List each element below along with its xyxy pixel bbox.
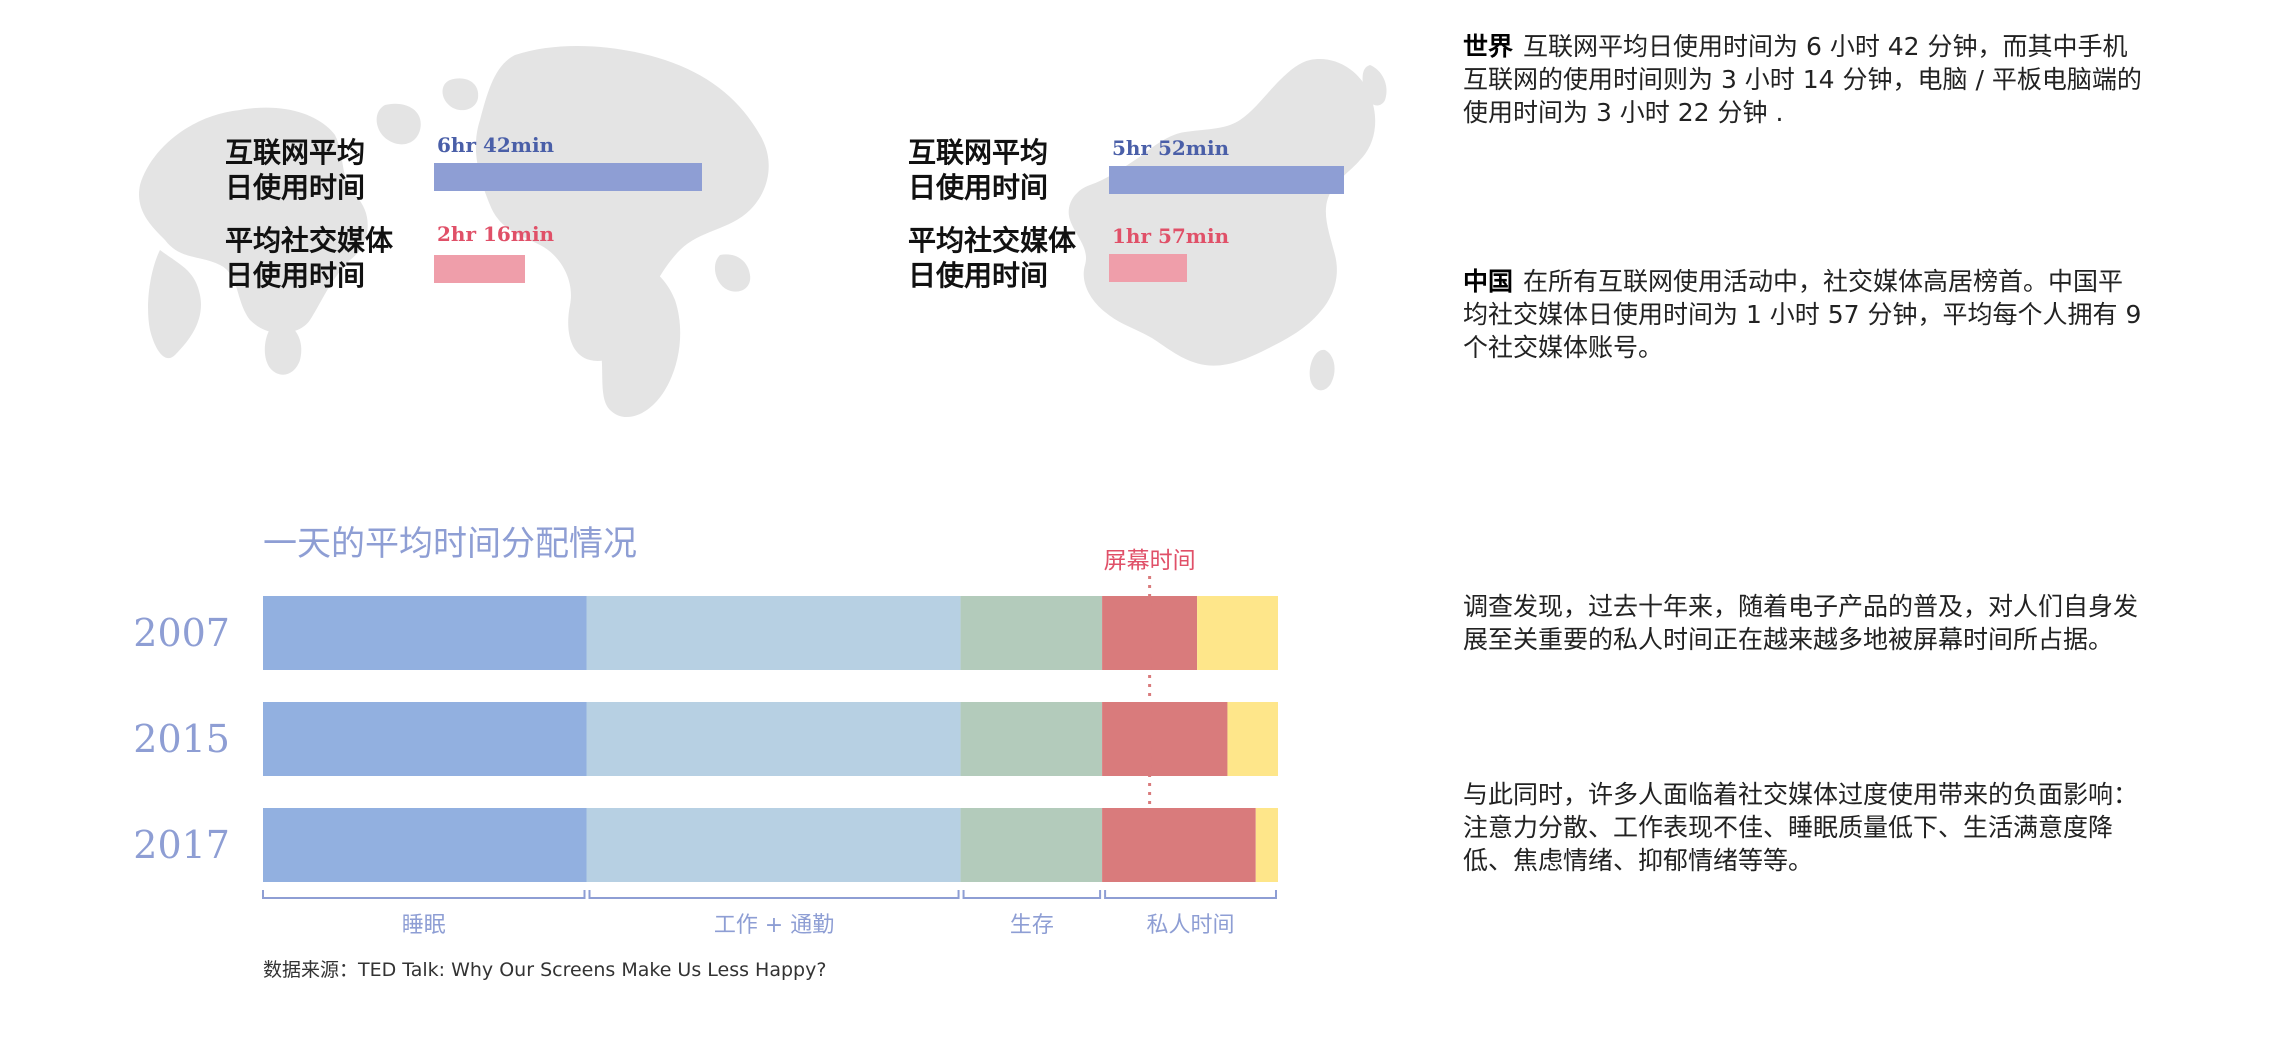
bar-segment-screen-2015 [1102,702,1228,776]
bar-segment-sleep-2007 [263,596,587,670]
paragraph-china-text: 在所有互联网使用活动中，社交媒体高居榜首。中国平均社交媒体日使用时间为 1 小时… [1463,267,2142,362]
bar-segment-private_rest-2017 [1255,808,1278,882]
china-internet-label: 互联网平均 日使用时间 [908,136,1049,204]
china-map [1068,59,1387,391]
bar-segment-work-2007 [586,596,961,670]
group-bracket-3 [1104,890,1277,899]
data-source: 数据来源：TED Talk: Why Our Screens Make Us L… [263,959,827,981]
china-internet-value: 5hr 52min [1112,136,1230,160]
group-label-3: 私人时间 [1147,913,1235,938]
year-label-2015: 2015 [133,717,230,761]
paragraph-survey: 调查发现，过去十年来，随着电子产品的普及，对人们自身发展至关重要的私人时间正在越… [1463,590,2143,656]
world-social-bar [434,255,525,283]
bar-segment-private_rest-2015 [1227,702,1278,776]
bar-segment-work-2017 [586,808,961,882]
paragraph-world-lead: 世界 [1463,32,1514,61]
bar-segment-survival-2015 [960,702,1103,776]
group-bracket-1 [588,890,960,899]
china-internet-bar [1109,166,1344,194]
china-social-value: 1hr 57min [1112,224,1230,248]
bar-segment-private_rest-2007 [1197,596,1278,670]
group-label-1: 工作 + 通勤 [714,913,834,938]
group-bracket-2 [962,890,1102,899]
group-label-0: 睡眠 [402,913,446,938]
paragraph-china-lead: 中国 [1463,267,1514,296]
screen-time-annotation: 屏幕时间 [1104,548,1196,574]
bar-segment-sleep-2015 [263,702,587,776]
paragraph-effects: 与此同时，许多人面临着社交媒体过度使用带来的负面影响：注意力分散、工作表现不佳、… [1463,778,2143,877]
paragraph-effects-text: 与此同时，许多人面临着社交媒体过度使用带来的负面影响：注意力分散、工作表现不佳、… [1463,780,2139,875]
world-internet-value: 6hr 42min [437,133,555,157]
paragraph-survey-text: 调查发现，过去十年来，随着电子产品的普及，对人们自身发展至关重要的私人时间正在越… [1463,592,2139,654]
bar-segment-work-2015 [586,702,961,776]
china-social-bar [1109,254,1187,282]
chart-title: 一天的平均时间分配情况 [263,524,637,564]
bar-segment-survival-2007 [960,596,1103,670]
paragraph-china: 中国 在所有互联网使用活动中，社交媒体高居榜首。中国平均社交媒体日使用时间为 1 … [1463,265,2143,364]
bar-segment-survival-2017 [960,808,1103,882]
group-label-2: 生存 [1010,913,1054,938]
year-label-2017: 2017 [133,823,230,867]
china-social-label: 平均社交媒体 日使用时间 [908,224,1077,292]
paragraph-world-text: 互联网平均日使用时间为 6 小时 42 分钟，而其中手机互联网的使用时间则为 3… [1463,32,2142,127]
world-internet-label: 互联网平均 日使用时间 [225,136,366,204]
world-social-value: 2hr 16min [437,222,555,246]
paragraph-world: 世界 互联网平均日使用时间为 6 小时 42 分钟，而其中手机互联网的使用时间则为… [1463,30,2143,129]
world-social-label: 平均社交媒体 日使用时间 [225,224,394,292]
year-label-2007: 2007 [133,611,230,655]
bar-segment-sleep-2017 [263,808,587,882]
bar-segment-screen-2017 [1102,808,1256,882]
world-internet-bar [434,163,702,191]
world-map [139,45,769,418]
group-bracket-0 [262,890,586,899]
